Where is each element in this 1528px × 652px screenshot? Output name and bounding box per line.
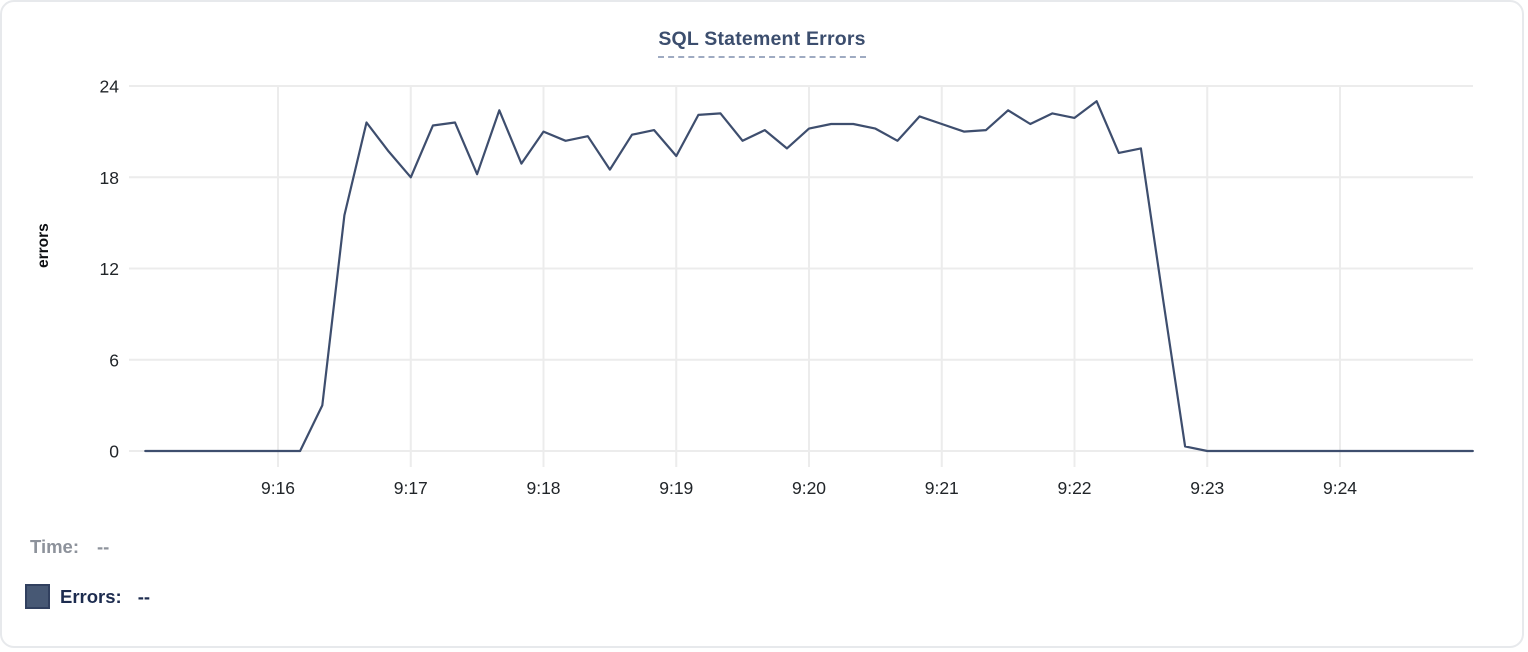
y-tick-label: 12	[100, 259, 119, 279]
errors-line-series	[144, 100, 1474, 453]
x-tick-label: 9:18	[526, 478, 560, 498]
x-tick-label: 9:23	[1190, 478, 1224, 498]
legend-errors-row: Errors: --	[25, 584, 150, 609]
x-tick-label: 9:22	[1057, 478, 1091, 498]
tooltip-time-value: --	[97, 536, 110, 557]
x-tick-label: 9:24	[1323, 478, 1357, 498]
chart-title[interactable]: SQL Statement Errors	[658, 28, 866, 58]
legend-errors-value: --	[137, 585, 151, 607]
y-tick-label: 6	[109, 350, 119, 370]
x-tick-label: 9:16	[261, 478, 295, 498]
y-tick-label: 0	[109, 442, 119, 462]
legend-errors-label: Errors:	[60, 585, 122, 607]
x-tick-label: 9:20	[792, 478, 826, 498]
y-tick-label: 24	[100, 77, 120, 97]
x-tick-label: 9:17	[394, 478, 428, 498]
chart-header: SQL Statement Errors	[2, 28, 1522, 58]
errors-series-swatch-icon	[25, 584, 50, 609]
y-tick-label: 18	[100, 168, 119, 188]
x-tick-label: 9:19	[659, 478, 693, 498]
y-axis-label: errors	[35, 223, 52, 268]
tooltip-time-label: Time:	[30, 536, 80, 557]
x-tick-label: 9:21	[925, 478, 959, 498]
tooltip-time-row: Time: --	[30, 536, 109, 558]
line-chart-canvas[interactable]: 0 6 12 18 24 9:16 9:17 9:18 9:19 9:20 9:21 9:22 9:23…	[2, 2, 1524, 522]
